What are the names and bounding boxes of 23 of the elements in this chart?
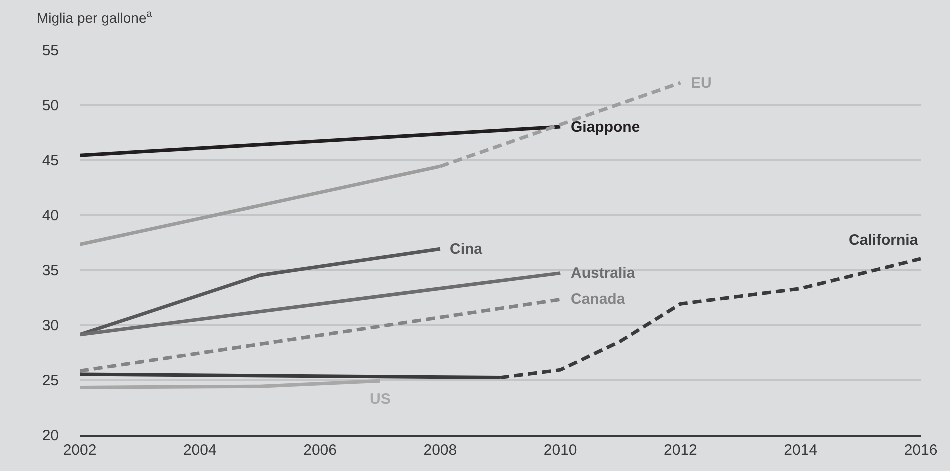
series-label: Cina <box>450 241 484 258</box>
x-tick-label: 2016 <box>904 442 938 459</box>
y-tick-label: 45 <box>42 152 59 170</box>
y-tick-label: 50 <box>42 97 59 114</box>
series-label: EU <box>691 75 712 92</box>
y-tick-label: 40 <box>42 207 59 224</box>
series-label: Giappone <box>571 119 640 136</box>
x-tick-label: 2008 <box>424 442 458 459</box>
series-label: California <box>849 232 919 249</box>
series-label: Australia <box>571 265 636 282</box>
y-tick-label: 20 <box>42 427 59 444</box>
x-tick-label: 2002 <box>63 442 97 459</box>
y-tick-label: 55 <box>42 42 59 60</box>
x-tick-label: 2014 <box>784 442 818 459</box>
x-tick-label: 2006 <box>304 442 337 459</box>
x-tick-label: 2010 <box>544 442 578 459</box>
x-tick-label: 2012 <box>664 442 698 459</box>
y-axis-title: Miglia per gallone$^{a}$ <box>37 9 153 26</box>
x-tick-label: 2004 <box>183 442 217 459</box>
y-tick-label: 30 <box>42 317 59 334</box>
y-tick-label: 25 <box>42 372 59 390</box>
y-tick-label: 35 <box>42 262 59 280</box>
series-label: Canada <box>571 291 626 308</box>
